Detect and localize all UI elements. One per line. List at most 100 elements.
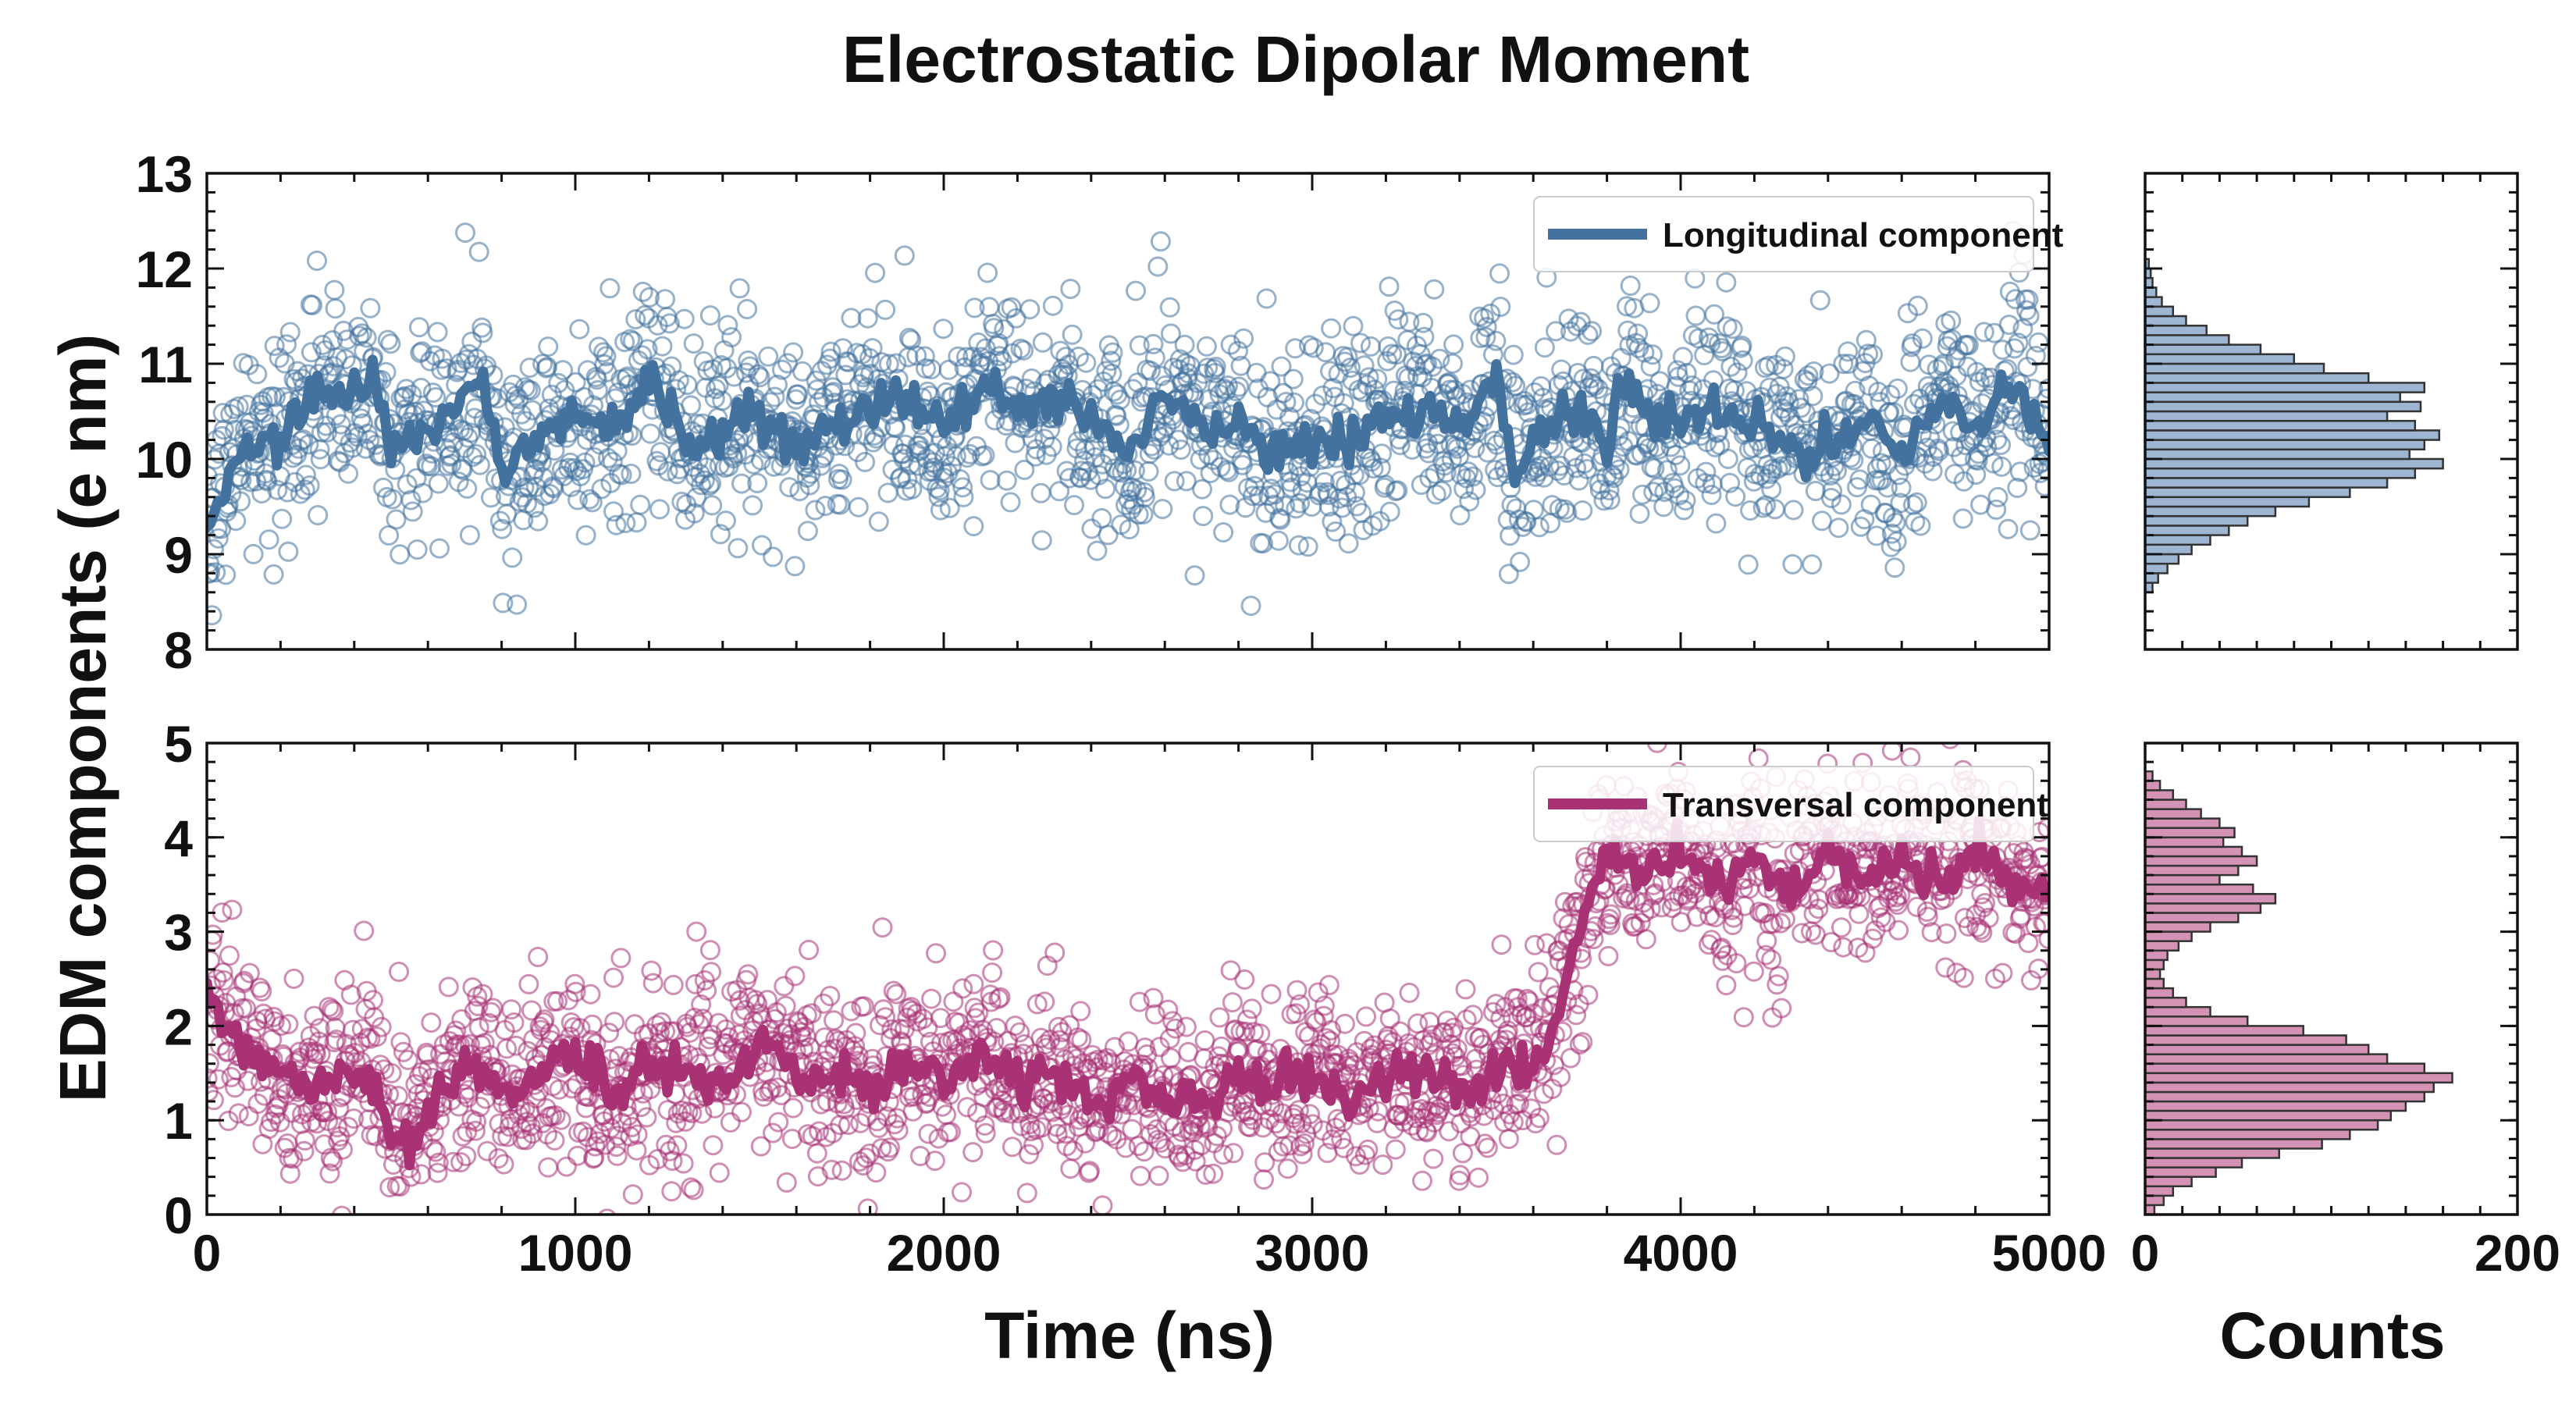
- longitudinal-scatter-point: [2001, 406, 2021, 427]
- transversal-scatter-point: [565, 981, 586, 1002]
- transversal-scatter-point: [845, 1023, 866, 1044]
- longitudinal-scatter-point: [681, 395, 702, 416]
- transversal-scatter-point: [1723, 907, 1744, 928]
- transversal-hist-histogram-bar: [2144, 883, 2254, 895]
- transversal-scatter-point: [681, 1177, 702, 1198]
- transversal-scatter-point: [2032, 846, 2049, 867]
- transversal-scatter-point: [1759, 743, 1770, 745]
- transversal-scatter-point: [1578, 984, 1599, 1005]
- transversal-scatter-point: [1009, 1022, 1030, 1043]
- transversal-scatter-point: [1917, 906, 1938, 927]
- transversal-scatter-point: [1436, 1010, 1457, 1031]
- transversal-scatter-point: [538, 1157, 559, 1178]
- longitudinal-scatter-point: [747, 472, 768, 493]
- longitudinal-scatter-point: [492, 518, 513, 539]
- transversal-scatter-point: [845, 1036, 866, 1057]
- transversal-scatter-point: [1900, 747, 1921, 768]
- longitudinal-scatter-point: [335, 349, 356, 370]
- transversal-scatter-point: [883, 980, 904, 1001]
- longitudinal-hist-histogram-bar: [2144, 382, 2426, 393]
- transversal-scatter-point: [212, 962, 233, 983]
- longitudinal-scatter-point: [1503, 344, 1524, 365]
- transversal-scatter-point: [728, 1024, 749, 1045]
- transversal-scatter-point: [1748, 748, 1769, 769]
- transversal-x-tick-label: 1000: [518, 1224, 633, 1282]
- transversal-scatter-point: [1502, 1007, 1523, 1028]
- transversal-scatter-point: [785, 966, 806, 987]
- longitudinal-scatter-point: [360, 297, 381, 318]
- longitudinal-scatter-point: [301, 342, 322, 363]
- longitudinal-scatter-point: [1891, 477, 1912, 498]
- transversal-scatter-point: [820, 986, 841, 1006]
- longitudinal-hist-histogram-bar: [2144, 410, 2389, 422]
- longitudinal-scatter-point: [1670, 455, 1691, 476]
- longitudinal-scatter-point: [2012, 318, 2033, 340]
- longitudinal-scatter-point: [1884, 557, 1905, 578]
- transversal-scatter-point: [909, 1146, 930, 1166]
- longitudinal-scatter-point: [400, 489, 422, 510]
- longitudinal-scatter-point: [324, 279, 345, 301]
- transversal-hist-histogram-bar: [2144, 1119, 2379, 1131]
- transversal-scatter-point: [658, 1254, 676, 1272]
- longitudinal-scatter-point: [1124, 460, 1145, 481]
- longitudinal-scatter-point: [207, 562, 221, 583]
- longitudinal-scatter-point: [1229, 376, 1250, 397]
- longitudinal-scatter-point: [502, 547, 523, 568]
- transversal-scatter-point: [930, 1008, 951, 1029]
- longitudinal-scatter-point: [1809, 290, 1831, 311]
- transversal-scatter-point: [685, 973, 706, 994]
- longitudinal-scatter-point: [637, 339, 658, 360]
- longitudinal-scatter-point: [1150, 231, 1171, 252]
- longitudinal-scatter-point: [1667, 360, 1688, 381]
- transversal-scatter-point: [599, 1023, 620, 1044]
- transversal-scatter-point: [520, 1115, 541, 1136]
- transversal-scatter-point: [982, 962, 1002, 984]
- longitudinal-scatter-point: [1863, 344, 1883, 365]
- longitudinal-scatter-point: [731, 473, 752, 494]
- longitudinal-scatter-point: [1761, 478, 1782, 500]
- longitudinal-scatter-point: [878, 354, 899, 375]
- longitudinal-scatter-point: [1732, 350, 1753, 371]
- transversal-scatter-point: [1150, 1132, 1171, 1153]
- transversal-scatter-point: [1148, 1165, 1169, 1186]
- transversal-scatter-point: [488, 1148, 509, 1168]
- longitudinal-scatter-point: [432, 348, 453, 369]
- longitudinal-scatter-point: [898, 327, 920, 348]
- transversal-scatter-point: [452, 1126, 473, 1147]
- transversal-scatter-point: [283, 1148, 304, 1169]
- longitudinal-scatter-point: [1200, 463, 1221, 484]
- transversal-hist-histogram-bar: [2144, 1176, 2193, 1188]
- longitudinal-scatter-point: [207, 562, 226, 583]
- longitudinal-scatter-point: [1233, 328, 1254, 349]
- transversal-scatter-point: [683, 1179, 704, 1200]
- longitudinal-scatter-point: [1767, 458, 1788, 479]
- longitudinal-scatter-point: [273, 386, 294, 407]
- longitudinal-scatter-point: [1095, 478, 1116, 500]
- transversal-scatter-point: [1234, 969, 1255, 990]
- longitudinal-scatter-point: [1337, 347, 1358, 368]
- transversal-scatter-point: [443, 1151, 464, 1172]
- longitudinal-scatter-point: [1049, 481, 1070, 502]
- longitudinal-scatter-point: [1372, 443, 1393, 464]
- longitudinal-scatter-point: [930, 500, 951, 521]
- longitudinal-scatter-point: [1887, 378, 1908, 399]
- transversal-scatter-point: [906, 1003, 927, 1024]
- longitudinal-scatter-point: [1890, 493, 1911, 514]
- transversal-scatter-point: [539, 1023, 560, 1044]
- longitudinal-scatter-point: [1675, 490, 1696, 511]
- transversal-scatter-point: [1130, 1165, 1151, 1186]
- longitudinal-scatter-point: [1134, 486, 1155, 507]
- transversal-scatter-point: [1104, 1037, 1125, 1058]
- longitudinal-scatter-point: [466, 443, 487, 464]
- longitudinal-hist-histogram-bar: [2144, 572, 2159, 584]
- longitudinal-scatter-point: [815, 496, 836, 517]
- transversal-scatter-point: [1356, 1006, 1376, 1027]
- longitudinal-scatter-point: [1584, 375, 1605, 397]
- transversal-scatter-point: [1304, 1009, 1325, 1030]
- transversal-scatter-point: [550, 1109, 571, 1130]
- longitudinal-scatter-point: [1648, 477, 1669, 498]
- transversal-scatter-point: [294, 1130, 315, 1151]
- longitudinal-scatter-point: [544, 440, 565, 461]
- longitudinal-scatter-point: [620, 329, 641, 350]
- longitudinal-scatter-point: [338, 463, 359, 484]
